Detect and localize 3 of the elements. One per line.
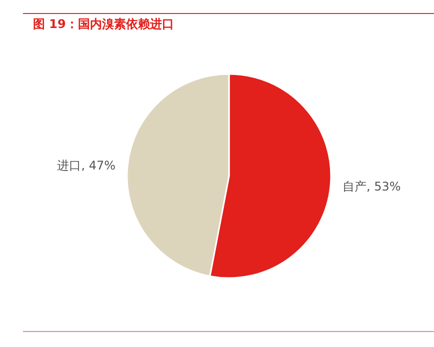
slice-label: 自产 xyxy=(342,180,366,194)
slice-label: 进口 xyxy=(57,158,82,172)
chart-title: 图 19：国内溴素依赖进口 xyxy=(33,17,174,31)
